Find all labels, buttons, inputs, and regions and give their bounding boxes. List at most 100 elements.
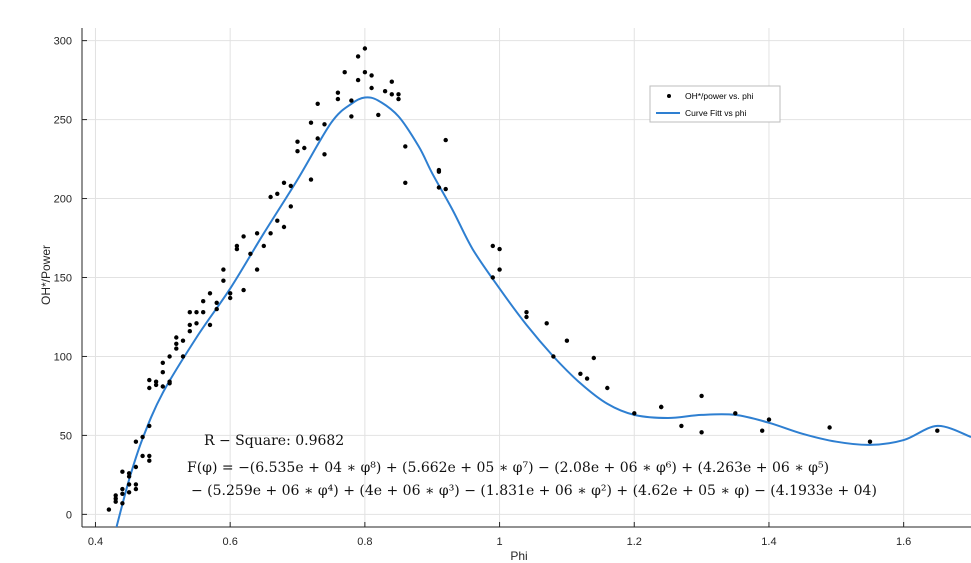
data-point-95: [436, 185, 442, 190]
legend: OH*/power vs. phi Curve Fitt vs phi: [649, 85, 781, 123]
data-point-2: [113, 496, 118, 501]
data-point-55: [248, 251, 253, 256]
data-point-63: [281, 180, 287, 185]
data-point-112: [605, 385, 610, 391]
data-point-26: [160, 360, 165, 365]
data-point-40: [194, 321, 199, 326]
data-point-10: [126, 471, 132, 476]
data-point-120: [760, 428, 765, 433]
data-point-21: [147, 385, 152, 391]
data-point-59: [268, 231, 273, 236]
x-tick-label-4: 1.2: [627, 536, 642, 548]
legend-label-fit: Curve Fitt vs phi: [685, 108, 747, 118]
data-point-44: [207, 322, 213, 328]
x-tick-label-5: 1.4: [761, 536, 776, 548]
data-point-71: [308, 177, 314, 182]
data-point-87: [376, 112, 381, 118]
data-point-33: [174, 335, 179, 340]
data-point-122: [827, 425, 832, 430]
data-point-72: [315, 101, 320, 107]
y-tick-label-0: 0: [66, 509, 72, 521]
y-axis-label: OH*/Power: [39, 245, 53, 305]
data-point-3: [113, 493, 118, 498]
data-point-117: [699, 393, 704, 399]
data-point-5: [120, 491, 125, 496]
data-point-90: [389, 92, 394, 97]
data-point-109: [578, 371, 583, 376]
data-point-76: [335, 96, 341, 102]
data-point-24: [153, 382, 159, 388]
equation-line-1: F(φ) = −(6.535e + 04 ∗ φ⁸) + (5.662e + 0…: [187, 460, 829, 476]
legend-box: [649, 85, 781, 123]
y-tick-label-4: 200: [54, 194, 72, 206]
data-point-123: [867, 439, 873, 444]
data-point-75: [322, 152, 327, 157]
legend-marker-points: [667, 94, 671, 98]
data-point-98: [443, 137, 448, 143]
data-point-99: [443, 186, 448, 192]
grid: [82, 28, 971, 527]
data-point-1: [113, 499, 118, 504]
data-point-84: [362, 46, 368, 51]
data-point-119: [733, 411, 738, 416]
data-point-11: [126, 490, 132, 495]
data-point-77: [335, 90, 341, 95]
data-point-82: [355, 77, 361, 83]
data-point-73: [315, 136, 320, 141]
data-point-25: [160, 370, 165, 375]
data-point-52: [234, 246, 240, 252]
data-point-69: [302, 145, 307, 151]
data-point-14: [133, 464, 139, 470]
data-point-7: [120, 469, 125, 474]
data-point-86: [369, 73, 374, 78]
data-point-107: [551, 354, 556, 359]
data-point-93: [403, 144, 408, 149]
data-point-49: [228, 295, 233, 301]
data-point-113: [632, 411, 637, 416]
data-point-104: [524, 310, 529, 315]
y-tick-label-2: 100: [54, 351, 72, 363]
data-point-6: [120, 486, 125, 492]
data-point-102: [497, 267, 502, 272]
data-point-81: [355, 54, 361, 59]
data-point-8: [126, 482, 132, 487]
data-point-78: [342, 70, 347, 75]
data-point-37: [187, 322, 192, 328]
data-points-series: [106, 46, 940, 512]
data-point-66: [288, 204, 293, 209]
data-point-70: [308, 120, 314, 125]
data-point-58: [261, 243, 266, 249]
data-point-47: [221, 278, 226, 283]
data-point-118: [699, 430, 704, 435]
y-tick-label-1: 50: [60, 430, 72, 442]
data-point-30: [167, 379, 172, 384]
fit-curve-series: [115, 96, 971, 527]
y-tick-label-5: 250: [54, 115, 72, 127]
x-tick-label-6: 1.6: [896, 536, 911, 548]
data-point-85: [369, 85, 374, 91]
data-point-50: [228, 291, 233, 296]
data-point-0: [106, 507, 112, 512]
data-point-79: [349, 114, 354, 119]
fit-curve-line: [115, 96, 971, 527]
data-point-105: [524, 314, 529, 320]
data-point-65: [288, 183, 293, 189]
data-point-48: [221, 267, 226, 272]
data-point-22: [147, 377, 152, 383]
data-point-67: [295, 149, 300, 154]
data-point-110: [584, 376, 590, 381]
data-point-92: [396, 92, 401, 97]
data-point-32: [174, 341, 179, 346]
data-point-57: [254, 267, 260, 272]
data-point-83: [362, 70, 368, 75]
data-point-100: [490, 275, 495, 280]
x-tick-label-3: 1: [496, 536, 502, 548]
data-point-38: [187, 310, 192, 315]
data-point-31: [174, 346, 179, 351]
data-point-101: [490, 243, 495, 249]
data-point-4: [120, 501, 125, 506]
data-point-39: [194, 310, 199, 315]
r-square-annotation: R − Square: 0.9682: [204, 433, 344, 449]
data-point-94: [403, 180, 408, 185]
